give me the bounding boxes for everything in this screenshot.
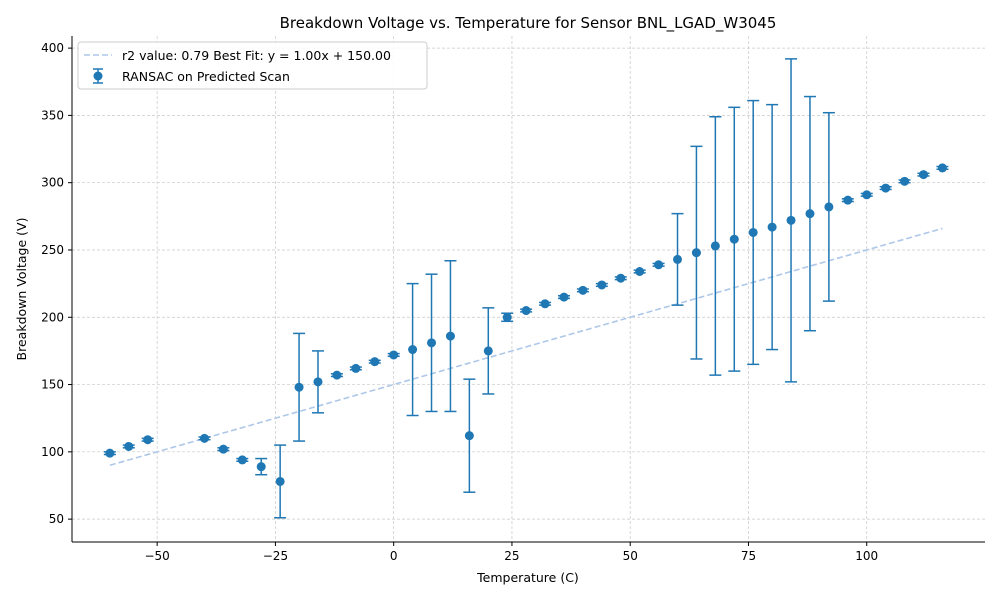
data-point	[900, 176, 910, 186]
data-point	[691, 248, 701, 258]
fit-layer	[109, 227, 943, 467]
data-point	[464, 431, 474, 441]
legend-fit-label: r2 value: 0.79 Best Fit: y = 1.00x + 150…	[122, 48, 391, 63]
data-point	[597, 280, 607, 290]
data-point	[559, 292, 569, 302]
x-tick-label: 25	[504, 549, 519, 563]
data-point	[445, 331, 455, 341]
point-layer	[105, 163, 947, 486]
data-point	[767, 222, 777, 232]
y-tick-label: 50	[49, 512, 64, 526]
x-tick-label: 75	[741, 549, 756, 563]
data-point	[862, 190, 872, 200]
data-point	[105, 448, 115, 458]
legend-points-label: RANSAC on Predicted Scan	[122, 69, 290, 84]
data-point	[729, 234, 739, 244]
data-point	[370, 357, 380, 367]
y-axis-label: Breakdown Voltage (V)	[14, 218, 29, 361]
data-point	[389, 350, 399, 360]
data-point	[408, 345, 418, 355]
data-point	[502, 312, 512, 322]
data-point	[332, 370, 342, 380]
y-tick-label: 400	[41, 41, 64, 55]
legend-points-swatch	[93, 68, 103, 84]
y-tick-label: 150	[41, 378, 64, 392]
data-point	[937, 163, 947, 173]
data-point	[578, 285, 588, 295]
data-point	[540, 299, 550, 309]
errorbar-layer	[103, 58, 949, 519]
data-point	[275, 476, 285, 486]
axes-layer	[71, 36, 985, 543]
data-point	[483, 346, 493, 356]
x-tick-label: 0	[390, 549, 398, 563]
x-tick-label: −50	[144, 549, 169, 563]
data-point	[143, 435, 153, 445]
data-point	[521, 306, 531, 316]
y-tick-label: 100	[41, 445, 64, 459]
data-point	[919, 170, 929, 180]
data-point	[199, 433, 209, 443]
grid-layer	[72, 36, 985, 542]
chart-title: Breakdown Voltage vs. Temperature for Se…	[280, 14, 777, 33]
data-point	[256, 462, 266, 472]
data-point	[710, 241, 720, 251]
best-fit-line	[109, 227, 943, 467]
data-point	[124, 441, 134, 451]
data-point	[427, 338, 437, 348]
x-tick-label: 50	[623, 549, 638, 563]
data-point	[843, 195, 853, 205]
y-tick-label: 350	[41, 108, 64, 122]
y-tick-label: 250	[41, 243, 64, 257]
data-point	[673, 254, 683, 264]
data-point	[294, 382, 304, 392]
x-tick-label: −25	[263, 549, 288, 563]
y-tick-label: 200	[41, 310, 64, 324]
data-point	[237, 455, 247, 465]
data-point	[616, 273, 626, 283]
data-point	[786, 215, 796, 225]
data-point	[748, 227, 758, 237]
data-point	[881, 183, 891, 193]
data-point	[824, 202, 834, 212]
y-tick-label: 300	[41, 176, 64, 190]
legend-box	[77, 41, 428, 90]
x-axis-label: Temperature (C)	[476, 570, 579, 585]
data-point	[351, 363, 361, 373]
data-point	[313, 377, 323, 387]
data-point	[805, 209, 815, 219]
x-tick-label: 100	[855, 549, 878, 563]
data-point	[218, 444, 228, 454]
legend: r2 value: 0.79 Best Fit: y = 1.00x + 150…	[77, 41, 428, 90]
tick-layer: −50 −25 0 25 50 75 100 50 100 150 200 250 300 350 400	[41, 41, 878, 563]
data-point	[635, 267, 645, 277]
data-point	[654, 260, 664, 270]
